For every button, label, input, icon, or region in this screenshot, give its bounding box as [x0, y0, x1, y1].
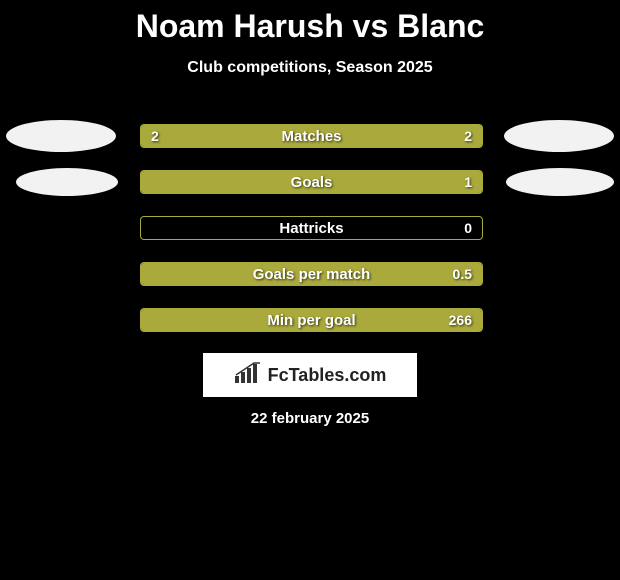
- brand-text: FcTables.com: [268, 365, 387, 386]
- stat-bar-track: 2 Matches 2: [140, 124, 483, 148]
- page-title: Noam Harush vs Blanc: [0, 0, 620, 45]
- stat-bar-fill-right: [141, 309, 482, 331]
- stat-row: Min per goal 266: [0, 297, 620, 343]
- stat-row: 2 Matches 2: [0, 113, 620, 159]
- stat-row: Goals 1: [0, 159, 620, 205]
- stat-right-value: 266: [449, 309, 472, 331]
- bar-chart-icon: [234, 362, 262, 389]
- stat-bar-fill-right: [141, 263, 482, 285]
- stat-bar-fill-left: [141, 125, 312, 147]
- stat-bar-track: Hattricks 0: [140, 216, 483, 240]
- right-team-marker: [506, 168, 614, 196]
- stat-label: Hattricks: [141, 217, 482, 239]
- stat-bar-fill-right: [312, 125, 483, 147]
- stat-bar-track: Goals 1: [140, 170, 483, 194]
- date-text: 22 february 2025: [0, 410, 620, 427]
- stat-right-value: 0.5: [453, 263, 472, 285]
- left-team-marker: [6, 120, 116, 152]
- stat-bar-track: Min per goal 266: [140, 308, 483, 332]
- left-team-marker: [16, 168, 118, 196]
- stat-right-value: 0: [464, 217, 472, 239]
- stat-right-value: 1: [464, 171, 472, 193]
- stat-row: Goals per match 0.5: [0, 251, 620, 297]
- subtitle: Club competitions, Season 2025: [0, 59, 620, 77]
- comparison-rows: 2 Matches 2 Goals 1 Hattricks 0 Goals pe…: [0, 113, 620, 343]
- right-team-marker: [504, 120, 614, 152]
- stat-right-value: 2: [464, 125, 472, 147]
- stat-bar-track: Goals per match 0.5: [140, 262, 483, 286]
- stat-bar-fill-right: [141, 171, 482, 193]
- brand-badge[interactable]: FcTables.com: [203, 353, 417, 397]
- stat-left-value: 2: [151, 125, 159, 147]
- stat-row: Hattricks 0: [0, 205, 620, 251]
